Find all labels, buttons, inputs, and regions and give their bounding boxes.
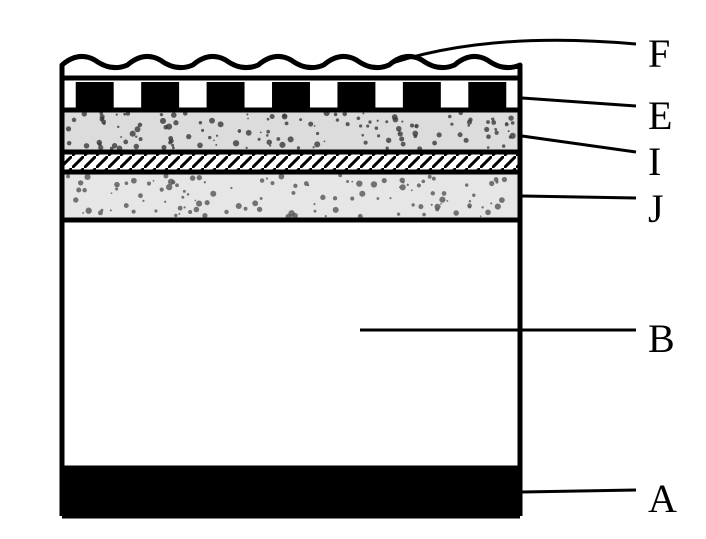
label-I: I <box>648 138 661 185</box>
diagram-root: F E I J B A <box>0 0 706 539</box>
label-B: B <box>648 315 675 362</box>
label-A: A <box>648 475 677 522</box>
label-F: F <box>648 30 670 77</box>
diagram-svg <box>0 0 706 539</box>
label-E: E <box>648 92 672 139</box>
label-J: J <box>648 185 664 232</box>
